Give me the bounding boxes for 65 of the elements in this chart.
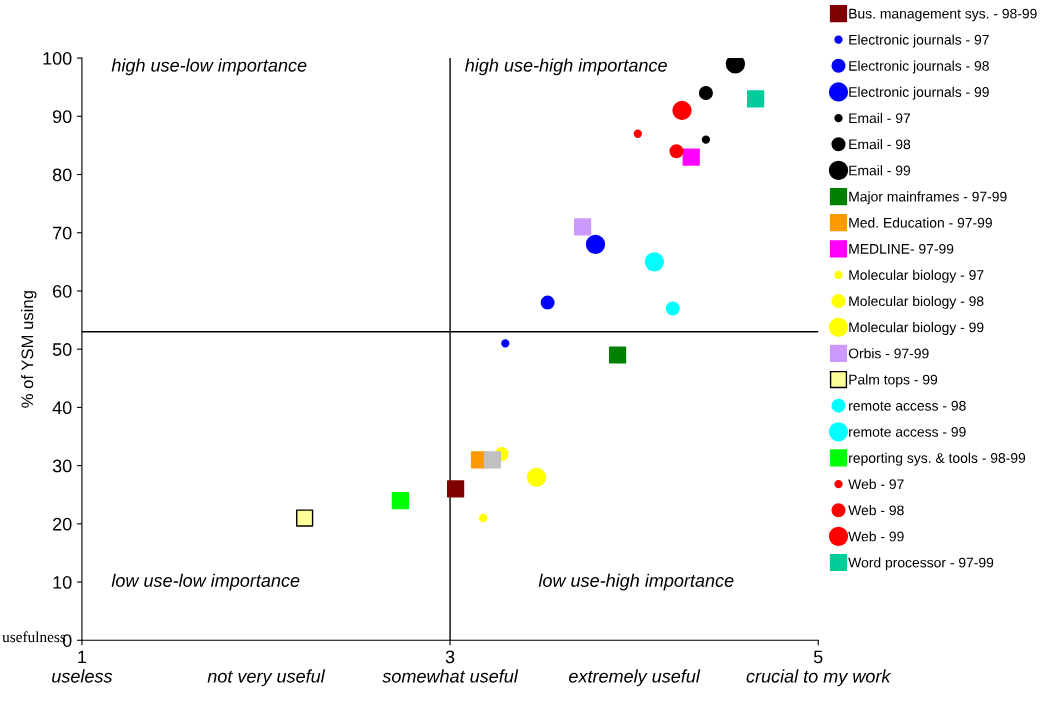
y-axis-title: % of YSM using	[20, 291, 37, 408]
point	[501, 339, 510, 348]
point	[672, 100, 692, 121]
legend-label: Electronic journals - 98	[849, 60, 989, 74]
point	[446, 480, 465, 498]
annotation: high use-low importance	[111, 58, 307, 76]
point	[633, 129, 642, 138]
text: not very useful	[207, 669, 326, 687]
point	[540, 295, 555, 310]
legend-label: Molecular biology - 99	[849, 322, 984, 335]
legend-label: Word processor - 97-99	[848, 557, 994, 571]
y-tick-label: 30	[52, 459, 72, 473]
annotation: low use-low importance	[111, 573, 300, 591]
x-tick-label: 1	[78, 650, 87, 664]
legend-label: Orbis - 97-99	[848, 348, 929, 359]
y-tick-label: 60	[53, 284, 72, 298]
annotation: low use-high importance	[538, 573, 734, 591]
point	[682, 148, 700, 166]
legend-label: Molecular biology - 98	[849, 295, 984, 309]
legend-label: Web - 97	[848, 478, 904, 490]
legend-label: Palm tops - 99	[849, 374, 938, 388]
legend-label: Med. Education - 97-99	[849, 217, 992, 228]
point	[526, 467, 547, 487]
legend-label: Major mainframes - 97-99	[849, 191, 1007, 205]
text: useless	[52, 669, 113, 683]
y-tick-label: 50	[52, 343, 72, 356]
point	[483, 451, 502, 469]
point	[296, 509, 314, 527]
point	[747, 90, 765, 108]
legend-label: Email - 99	[849, 165, 911, 176]
y-tick-label: 80	[52, 168, 72, 182]
point	[669, 144, 684, 159]
y-tick-label: 10	[53, 576, 72, 589]
point	[701, 135, 711, 144]
legend-label: Email - 98	[849, 139, 911, 150]
point	[391, 491, 409, 510]
annotation: high use-high importance	[465, 58, 667, 76]
y-tick-label: 90	[52, 110, 72, 124]
legend-label: Web - 98	[848, 505, 904, 516]
legend-label: Email - 97	[849, 112, 911, 124]
y-tick-label: 70	[53, 226, 72, 240]
legend-label: Web - 99	[848, 531, 904, 542]
point	[479, 513, 488, 523]
legend-label: remote access - 99	[849, 426, 966, 437]
point	[644, 252, 665, 272]
point	[585, 234, 606, 255]
legend-label: Molecular biology - 97	[849, 269, 984, 283]
y-tick-label: 100	[43, 52, 72, 65]
x-tick-label: 3	[445, 650, 455, 664]
text: crucial to my work	[746, 669, 892, 687]
legend-label: Electronic journals - 99	[849, 86, 989, 100]
legend-label: Electronic journals - 97	[849, 34, 989, 48]
legend-label: Bus. management sys. - 98-99	[849, 8, 1037, 22]
legend-label: reporting sys. & tools - 98-99	[849, 452, 1026, 466]
legend-label: MEDLINE- 97-99	[849, 243, 954, 254]
point	[665, 301, 680, 316]
text: somewhat useful	[382, 669, 519, 683]
point	[698, 85, 713, 101]
y-tick-label: 40	[52, 401, 72, 415]
point	[608, 346, 627, 364]
y-tick-label: 20	[53, 517, 72, 531]
text: extremely useful	[569, 669, 701, 687]
point	[573, 218, 592, 236]
x-tick-label: 5	[813, 650, 823, 664]
legend-label: remote access - 98	[849, 400, 966, 411]
